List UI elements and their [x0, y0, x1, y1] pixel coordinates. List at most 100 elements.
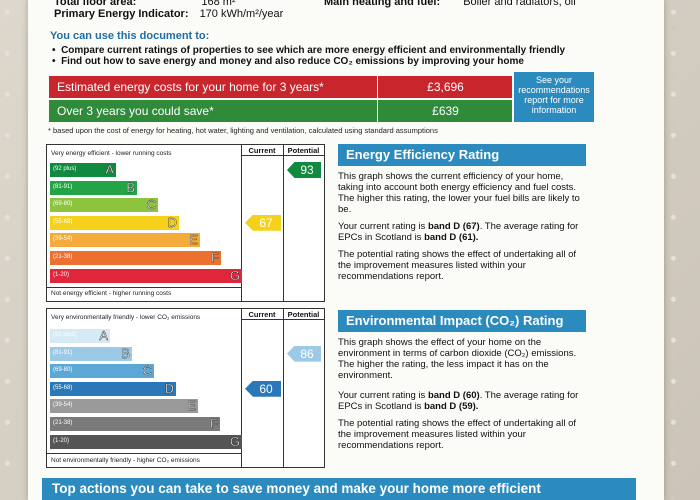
intro-bullet-1-text: Compare current ratings of properties to…	[61, 45, 566, 56]
energy-band-e: (39-54) E	[50, 232, 200, 248]
env-band-b: (81-91) B	[50, 345, 132, 361]
energy-paragraph-1: This graph shows the current efficiency …	[338, 171, 580, 215]
env-band-range: (69-80)	[53, 367, 73, 374]
energy-current-marker: 67	[245, 214, 281, 231]
energy-paragraph-2: Your current rating is band D (67). The …	[338, 221, 588, 243]
env-current-value: 60	[259, 381, 273, 396]
env-paragraph-1: This graph shows the effect of your home…	[338, 337, 577, 381]
env-chart-top-label: Very environmentally friendly - lower CO…	[51, 314, 201, 321]
energy-chart-divider-1	[241, 145, 242, 301]
energy-band-d: (55-68) D	[50, 214, 179, 230]
env-current-band: band D (60)	[427, 390, 480, 401]
env-band-range: (92 plus)	[53, 332, 77, 338]
energy-band-range: (55-68)	[53, 218, 73, 225]
energy-band-letter: C	[146, 197, 156, 213]
env-band-range: (1-20)	[53, 437, 70, 444]
energy-band-letter: D	[167, 214, 177, 230]
energy-p2-a: Your current rating is	[338, 221, 428, 232]
energy-efficiency-chart: Very energy efficient - lower running co…	[46, 144, 325, 302]
env-chart-current-header: Current	[248, 310, 276, 319]
energy-chart-current-header: Current	[248, 146, 276, 155]
energy-band-range: (81-91)	[53, 183, 73, 190]
energy-chart-header-line	[241, 155, 324, 156]
energy-band-f: (21-38) F	[50, 250, 221, 265]
energy-p2-c: . The average rating for EPCs in Scotlan…	[338, 221, 579, 243]
cost-row-estimated-label: Estimated energy costs for your home for…	[57, 80, 324, 94]
env-band-letter: G	[229, 433, 241, 449]
env-potential-marker: 86	[287, 345, 321, 362]
epc-document: Total floor area: 168 m² Primary Energy …	[28, 0, 664, 500]
env-p2-a: Your current rating is	[338, 390, 428, 401]
env-band-range: (55-68)	[53, 384, 73, 391]
energy-band-range: (69-80)	[53, 201, 73, 208]
energy-band-range: (92 plus)	[53, 166, 77, 172]
energy-band-range: (1-20)	[53, 271, 70, 278]
energy-chart-bottom-line	[47, 287, 241, 288]
env-current-marker: 60	[245, 380, 281, 397]
env-band-g: (1-20) G	[50, 433, 242, 449]
intro-title: You can use this document to:	[50, 30, 210, 42]
energy-chart-top-label: Very energy efficient - lower running co…	[51, 150, 172, 157]
cost-row-estimated-value: £3,696	[377, 76, 513, 98]
heating-row: Main heating and fuel: Boiler and radiat…	[324, 0, 576, 8]
energy-potential-marker: 93	[287, 162, 321, 178]
env-chart-bottom-line	[47, 453, 241, 454]
energy-rating-title: Energy Efficiency Rating	[338, 144, 586, 166]
env-band-letter: E	[187, 398, 196, 414]
floor-area-row: Total floor area: 168 m²	[54, 0, 236, 8]
cost-row-savings: Over 3 years you could save* £639	[49, 100, 512, 122]
env-chart-divider-1	[241, 309, 242, 467]
intro-bullet-2: • Find out how to save energy and money …	[52, 56, 524, 67]
env-band-letter: D	[164, 380, 174, 396]
env-band-e: (39-54) E	[50, 398, 198, 414]
energy-band-letter: E	[189, 232, 198, 248]
energy-band-range: (21-38)	[53, 254, 73, 260]
energy-band-a: (92 plus) A	[50, 162, 116, 177]
floor-area-value: 168 m²	[201, 0, 236, 8]
heating-label: Main heating and fuel:	[324, 0, 441, 8]
energy-band-letter: A	[105, 162, 114, 177]
pei-value: 170 kWh/m²/year	[199, 8, 284, 20]
env-paragraph-2: Your current rating is band D (60). The …	[338, 390, 588, 412]
heating-value: Boiler and radiators, oil	[463, 0, 576, 8]
environmental-impact-chart: Very environmentally friendly - lower CO…	[46, 308, 325, 468]
energy-band-letter: G	[229, 267, 241, 283]
env-band-f: (21-38) F	[50, 416, 220, 431]
cost-row-savings-label: Over 3 years you could save*	[57, 104, 214, 118]
env-average-band: band D (59).	[424, 401, 479, 412]
energy-potential-value: 93	[300, 163, 314, 177]
env-p2-c: . The average rating for EPCs in Scotlan…	[338, 390, 579, 412]
see-recommendations-box: See your recommendations report for more…	[514, 72, 594, 122]
floor-area-label: Total floor area:	[54, 0, 137, 8]
energy-band-letter: F	[211, 250, 219, 265]
pei-label: Primary Energy Indicator:	[54, 8, 189, 20]
intro-bullet-2-text: Find out how to save energy and money an…	[61, 56, 524, 67]
env-chart-header-line	[241, 319, 324, 320]
env-band-letter: B	[121, 345, 130, 361]
pei-row: Primary Energy Indicator: 170 kWh/m²/yea…	[54, 8, 283, 20]
env-band-c: (69-80) C	[50, 363, 154, 378]
env-band-range: (21-38)	[53, 420, 73, 426]
env-band-range: (81-91)	[53, 349, 73, 356]
energy-band-c: (69-80) C	[50, 197, 158, 213]
energy-band-b: (81-91) B	[50, 179, 137, 195]
env-band-a: (92 plus) A	[50, 328, 110, 343]
env-chart-bottom-label: Not environmentally friendly - higher CO…	[51, 457, 200, 464]
energy-current-band: band D (67)	[427, 221, 480, 232]
energy-band-range: (39-54)	[53, 236, 73, 243]
energy-band-letter: B	[126, 179, 135, 195]
cost-row-estimated: Estimated energy costs for your home for…	[49, 76, 512, 98]
env-paragraph-3: The potential rating shows the effect of…	[338, 418, 577, 451]
env-chart-divider-2	[283, 309, 284, 467]
energy-chart-divider-2	[283, 145, 284, 301]
env-band-letter: F	[210, 416, 218, 431]
env-rating-title: Environmental Impact (CO₂) Rating	[338, 310, 586, 332]
energy-band-g: (1-20) G	[50, 267, 242, 283]
top-actions-banner: Top actions you can take to save money a…	[42, 478, 636, 500]
env-band-letter: A	[99, 328, 108, 343]
cost-footnote: * based upon the cost of energy for heat…	[48, 126, 438, 135]
env-potential-value: 86	[300, 346, 314, 361]
energy-chart-potential-header: Potential	[287, 146, 320, 155]
energy-paragraph-3: The potential rating shows the effect of…	[338, 249, 577, 282]
energy-average-band: band D (61).	[424, 232, 479, 243]
